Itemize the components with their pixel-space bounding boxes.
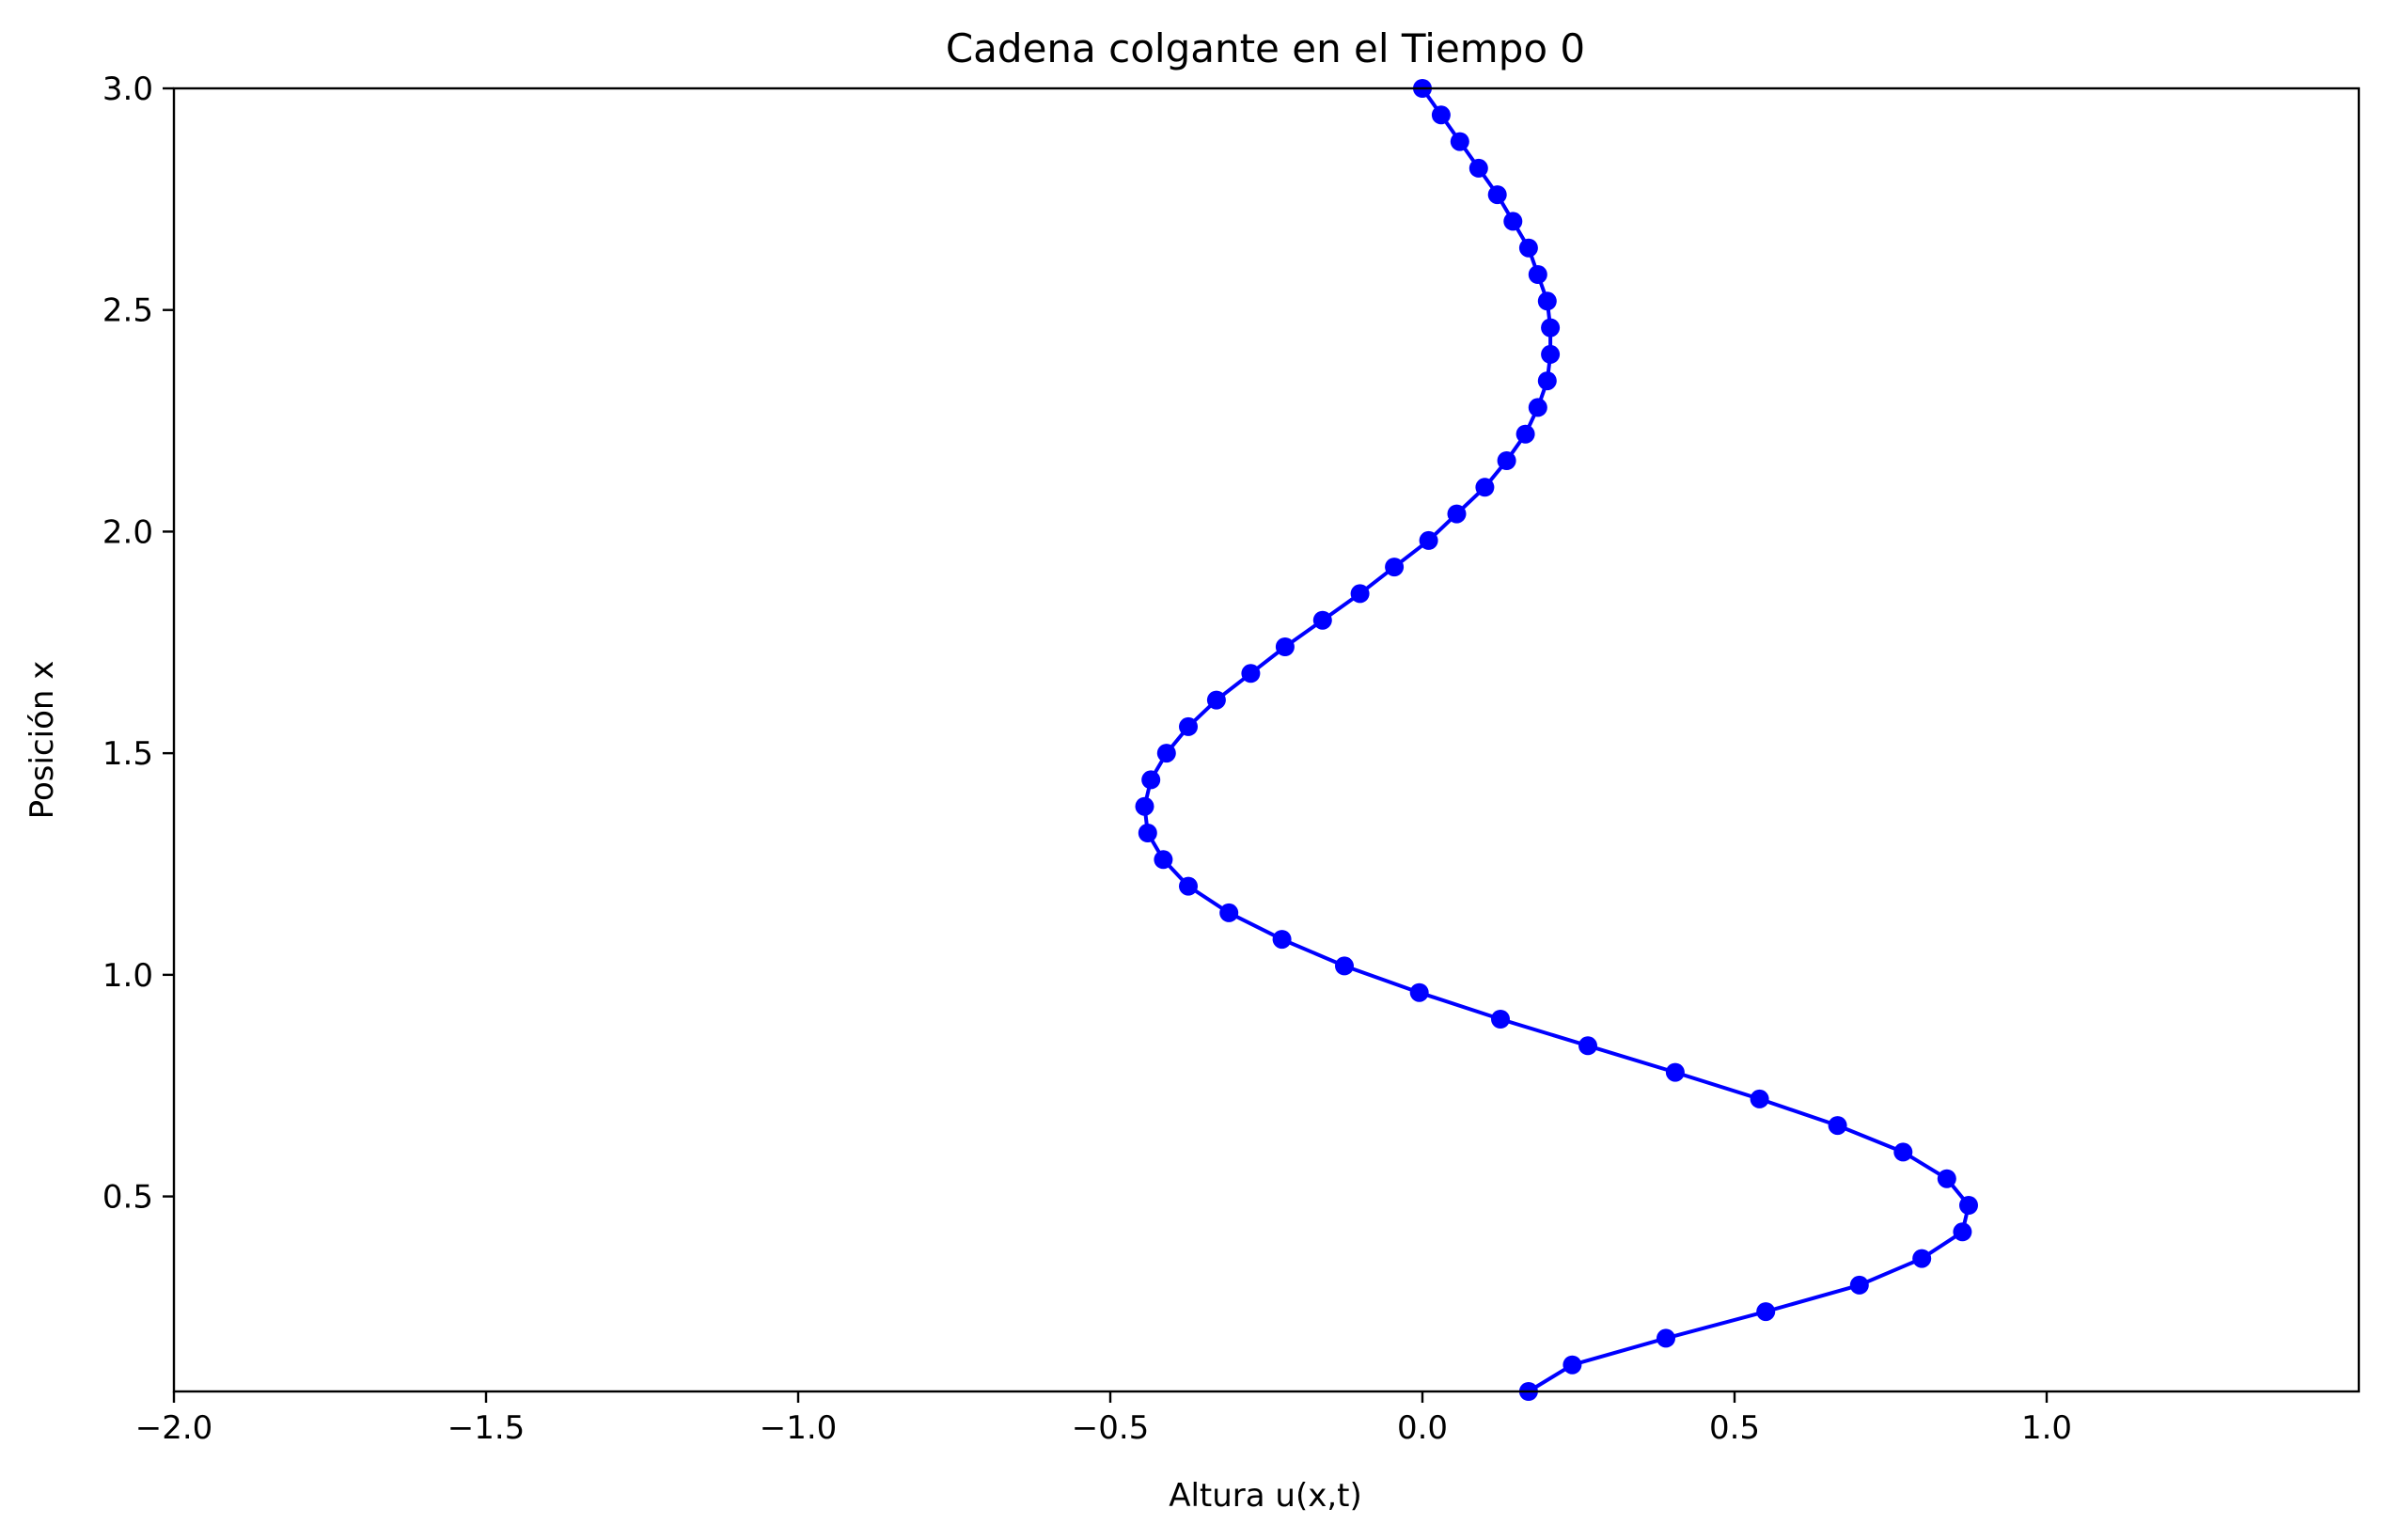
data-point [1750,1089,1769,1108]
series-line-group [1135,79,1978,1401]
data-point [1953,1222,1972,1242]
chart-title: Cadena colgante en el Tiempo 0 [946,25,1585,71]
y-tick-label: 2.5 [102,292,153,330]
data-point [1135,796,1154,816]
x-tick-label: −1.0 [760,1409,838,1447]
y-tick-label: 2.0 [102,513,153,551]
data-point [1475,478,1495,497]
y-tick-label: 1.5 [102,735,153,773]
data-point [1537,291,1557,311]
data-point [1491,1010,1510,1029]
data-point [1447,504,1467,524]
data-point [1179,876,1198,896]
data-point [1537,371,1557,391]
data-point [1312,610,1332,630]
x-tick-label: −2.0 [135,1409,213,1447]
data-point [1518,238,1538,258]
x-tick-label: −1.5 [448,1409,526,1447]
x-axis: −2.0 −1.5 −1.0 −0.5 0.0 0.5 1.0 [135,1391,2072,1447]
y-axis: 0.5 1.0 1.5 2.0 2.5 3.0 [102,71,174,1217]
data-point [1468,158,1488,178]
data-point [1756,1302,1776,1322]
data-point [1541,344,1561,364]
data-point [1487,185,1507,205]
data-point [1272,930,1292,950]
y-axis-label: Posición x [24,661,61,820]
data-point [1275,637,1295,656]
x-tick-label: 0.5 [1709,1409,1760,1447]
data-point [1828,1116,1847,1136]
data-point [1528,265,1547,284]
data-point [1350,584,1370,604]
data-point [1893,1142,1913,1162]
x-tick-label: 1.0 [2021,1409,2072,1447]
data-point [1497,451,1516,470]
data-point [1141,770,1161,790]
data-point [1665,1062,1685,1082]
data-point [1219,903,1239,922]
data-point [1138,824,1157,842]
data-point [1912,1249,1932,1268]
y-tick-label: 1.0 [102,957,153,995]
data-point [1503,212,1523,231]
data-point [1959,1196,1978,1215]
data-point [1563,1355,1582,1375]
data-point [1657,1328,1675,1348]
plot-area: −2.0 −1.5 −1.0 −0.5 0.0 0.5 1.0 0.5 1.0 1.5 2.0 2.… [102,71,2361,1447]
data-point [1156,744,1176,763]
data-point [1335,956,1354,976]
data-point [1515,424,1535,444]
y-tick-label: 3.0 [102,71,153,108]
data-point [1154,850,1173,870]
x-tick-label: −0.5 [1072,1409,1150,1447]
x-tick-label: 0.0 [1397,1409,1448,1447]
data-point [1409,982,1429,1002]
data-point [1528,398,1547,417]
data-point [1241,664,1261,684]
data-point [1419,530,1438,550]
data-point [1578,1036,1597,1056]
data-point [1431,105,1451,125]
data-point [1206,690,1226,710]
data-point [1541,318,1561,338]
plot-frame [172,86,2361,1393]
data-point [1849,1275,1869,1295]
data-point [1179,716,1198,736]
data-point [1937,1169,1956,1188]
data-point [1450,132,1469,151]
y-tick-label: 0.5 [102,1179,153,1217]
data-point [1385,558,1405,577]
x-axis-label: Altura u(x,t) [1169,1477,1362,1515]
